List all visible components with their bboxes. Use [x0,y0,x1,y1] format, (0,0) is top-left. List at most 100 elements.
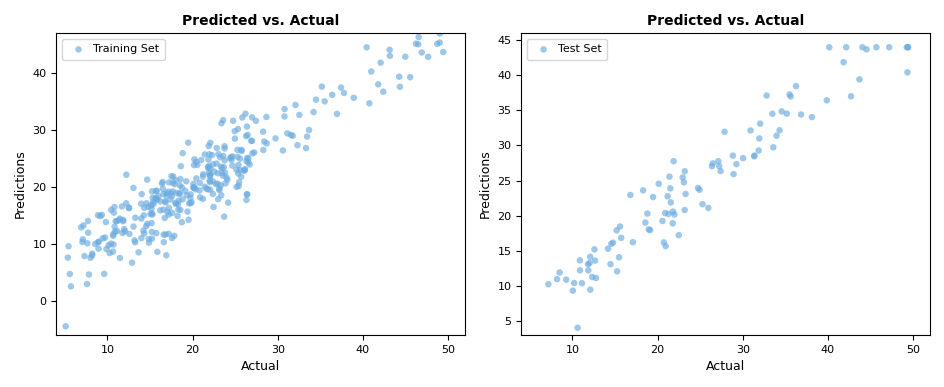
Test Set [859,46,874,53]
Training Set [164,235,179,241]
Training Set [92,239,107,245]
Training Set [181,217,196,223]
Training Set [178,178,194,185]
Training Set [206,204,221,210]
Training Set [108,229,123,235]
Training Set [205,191,220,197]
Training Set [362,100,377,106]
Test Set [651,181,666,187]
Test Set [677,168,692,175]
Test Set [677,207,692,213]
Training Set [144,188,160,194]
Training Set [122,231,137,237]
Training Set [234,147,249,153]
Training Set [134,216,149,222]
Training Set [214,165,229,171]
Test Set [581,261,596,267]
Training Set [98,219,113,225]
Training Set [226,118,241,124]
Test Set [671,232,686,238]
Training Set [160,188,176,195]
Training Set [229,184,244,190]
Test Set [676,179,691,185]
Test Set [855,44,870,50]
Title: Predicted vs. Actual: Predicted vs. Actual [182,14,339,28]
Training Set [106,231,121,237]
Training Set [195,196,211,202]
Training Set [201,170,216,176]
Training Set [256,147,271,153]
Training Set [145,199,160,205]
Training Set [188,186,203,192]
Training Set [411,41,426,47]
Test Set [788,83,803,89]
Training Set [189,159,204,165]
Training Set [104,241,119,247]
Training Set [195,171,211,177]
Test Set [582,286,598,293]
Training Set [201,163,216,169]
Training Set [83,255,98,261]
Training Set [61,243,76,249]
Training Set [430,41,445,47]
Training Set [218,180,233,187]
Training Set [428,18,443,24]
Training Set [211,170,226,176]
Training Set [230,126,245,132]
Training Set [101,242,116,248]
Training Set [231,162,246,168]
Test Set [605,240,620,246]
Training Set [277,113,292,120]
Training Set [76,236,91,242]
Training Set [181,200,196,206]
Y-axis label: Predictions: Predictions [479,150,492,218]
Test Set [587,246,602,252]
Training Set [211,185,227,192]
Training Set [314,84,329,90]
Test Set [582,254,598,260]
Training Set [161,211,177,217]
Test Set [666,220,681,226]
Test Set [752,121,767,127]
Training Set [149,196,164,202]
Test Set [900,44,915,50]
Training Set [268,135,283,142]
Test Set [600,246,615,252]
Test Set [751,147,767,154]
Training Set [276,147,291,154]
Training Set [85,250,100,257]
Training Set [203,172,218,178]
Training Set [230,170,245,176]
Training Set [202,178,217,184]
Training Set [376,89,391,95]
Training Set [183,191,198,197]
Training Set [237,167,252,173]
Test Set [713,168,728,174]
Training Set [106,233,121,239]
Test Set [836,59,851,65]
Test Set [712,163,727,169]
Training Set [165,180,180,186]
Training Set [131,249,146,255]
Test Set [609,227,624,233]
Training Set [436,49,451,55]
Training Set [136,212,151,218]
Training Set [190,162,205,168]
Training Set [200,164,215,170]
Training Set [202,179,217,185]
Training Set [329,111,345,117]
Test Set [772,127,787,134]
Training Set [159,192,174,199]
Training Set [283,132,298,138]
Training Set [111,217,126,223]
Training Set [235,115,250,121]
Training Set [207,168,222,175]
Training Set [142,240,157,246]
Test Set [819,97,834,103]
Training Set [363,68,379,75]
Training Set [193,194,208,200]
Test Set [692,187,707,193]
Training Set [215,153,230,159]
Test Set [603,261,618,267]
Training Set [171,197,186,204]
